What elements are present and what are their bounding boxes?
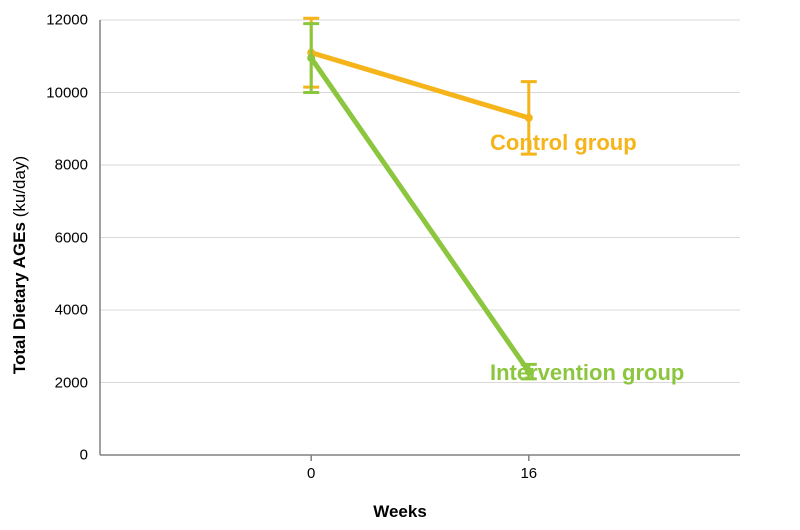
ytick-label: 8000 <box>55 157 88 174</box>
ylabel-bold: Total Dietary AGEs <box>10 222 29 374</box>
ytick-label: 10000 <box>46 84 88 101</box>
chart-svg <box>0 0 800 530</box>
series-label: Control group <box>490 130 637 156</box>
ytick-label: 4000 <box>55 302 88 319</box>
series-label: Intervention group <box>490 360 684 386</box>
ytick-label: 0 <box>80 447 88 464</box>
ylabel-rest: (ku/day) <box>10 156 29 222</box>
ytick-label: 2000 <box>55 374 88 391</box>
y-axis-label: Total Dietary AGEs (ku/day) <box>10 156 30 374</box>
line-chart: Total Dietary AGEs (ku/day) Weeks 0 2000 4… <box>0 0 800 530</box>
ytick-label: 12000 <box>46 12 88 29</box>
ytick-label: 6000 <box>55 229 88 246</box>
xtick-label: 0 <box>307 465 315 482</box>
xtick-label: 16 <box>520 465 537 482</box>
x-axis-label: Weeks <box>373 502 427 522</box>
